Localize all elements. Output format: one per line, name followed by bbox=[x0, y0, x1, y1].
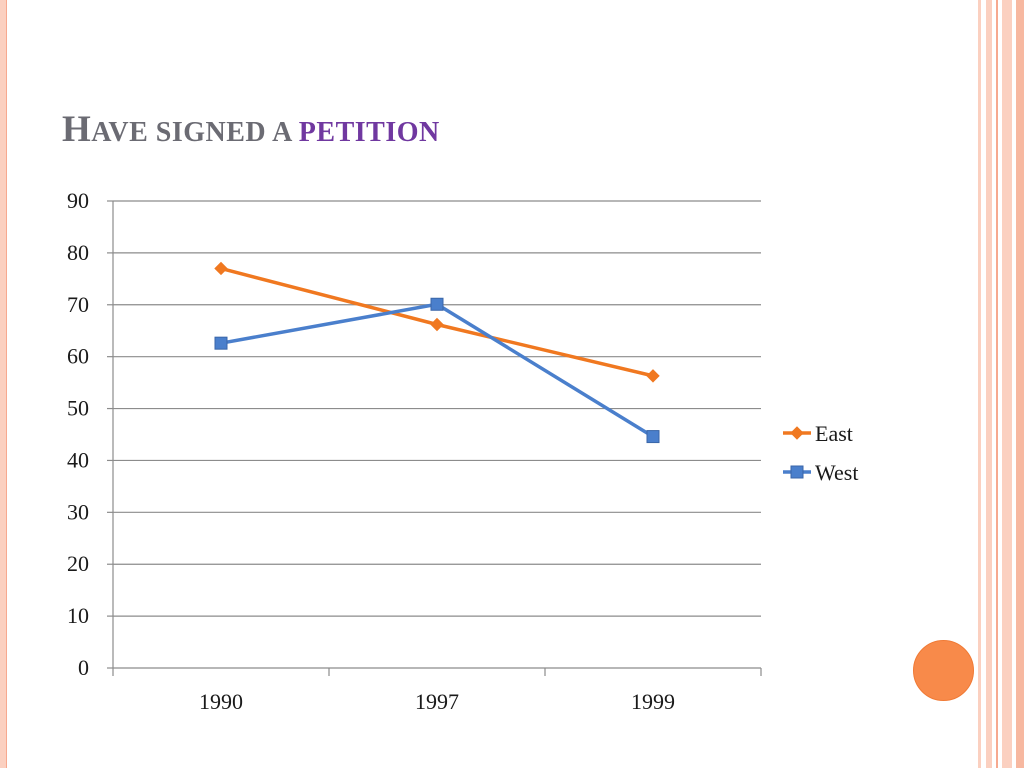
right-stripes-decoration bbox=[978, 0, 1024, 768]
series-east bbox=[214, 261, 660, 383]
y-tick-label: 10 bbox=[67, 603, 89, 628]
legend-label-east: East bbox=[815, 421, 853, 446]
y-tick-label: 0 bbox=[78, 655, 89, 680]
title-accent-text: PETITION bbox=[298, 117, 440, 148]
gridlines bbox=[113, 200, 761, 617]
y-tick-label: 50 bbox=[67, 396, 89, 421]
y-tick-label: 80 bbox=[67, 240, 89, 265]
title-initial: H bbox=[62, 109, 92, 150]
legend-swatch-marker bbox=[790, 465, 804, 479]
y-tick-label: 70 bbox=[67, 292, 89, 317]
legend-item-east: East bbox=[783, 421, 853, 446]
y-tick-label: 30 bbox=[67, 499, 89, 524]
data-point-west bbox=[646, 430, 660, 444]
data-point-east bbox=[430, 317, 444, 332]
slide-title: HAVE SIGNED A PETITION bbox=[62, 108, 440, 151]
data-point-west bbox=[430, 297, 444, 311]
y-tick-label: 40 bbox=[67, 447, 89, 472]
series-group bbox=[214, 261, 660, 444]
x-tick-label: 1990 bbox=[199, 689, 243, 714]
left-border-decoration bbox=[0, 0, 7, 768]
title-text: AVE SIGNED A bbox=[91, 117, 299, 148]
y-tick-label: 60 bbox=[67, 344, 89, 369]
legend-swatch-marker bbox=[790, 426, 804, 440]
legend-label-west: West bbox=[815, 460, 858, 485]
x-tick-label: 1999 bbox=[631, 689, 675, 714]
legend: East West bbox=[783, 421, 858, 485]
data-point-west bbox=[214, 336, 228, 350]
axes bbox=[107, 200, 762, 676]
y-tick-label: 90 bbox=[67, 188, 89, 213]
y-tick-label: 20 bbox=[67, 551, 89, 576]
data-point-east bbox=[214, 261, 228, 276]
x-tick-label: 1997 bbox=[415, 689, 459, 714]
legend-item-west: West bbox=[783, 460, 858, 485]
x-tick-labels: 1990 1997 1999 bbox=[199, 689, 675, 714]
series-west bbox=[214, 297, 660, 444]
data-point-east bbox=[646, 369, 660, 383]
y-tick-labels: 0 10 20 30 40 50 60 70 80 90 bbox=[67, 188, 89, 680]
decorative-circle bbox=[913, 640, 974, 701]
